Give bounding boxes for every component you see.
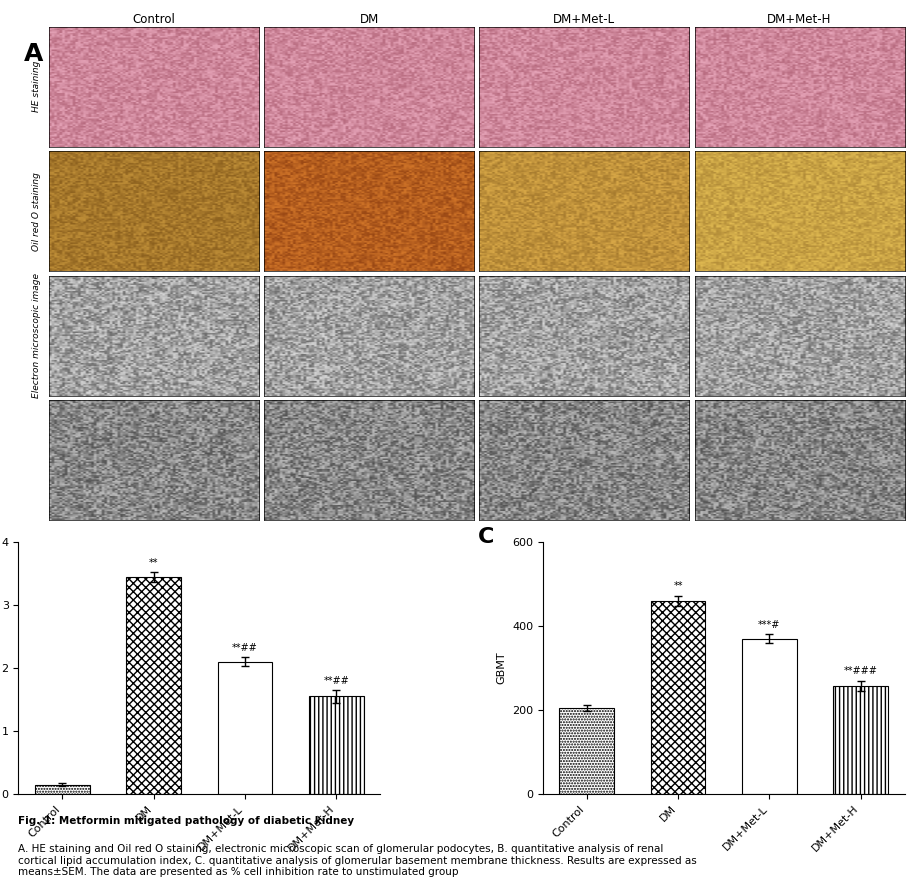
Text: A. HE staining and Oil red O staining, electronic microscopic scan of glomerular: A. HE staining and Oil red O staining, e… xyxy=(18,844,697,877)
Y-axis label: GBMT: GBMT xyxy=(497,651,507,685)
Text: **##: **## xyxy=(323,676,349,686)
Bar xyxy=(35,785,90,794)
Bar xyxy=(742,639,797,794)
Bar xyxy=(559,708,614,794)
Text: **: ** xyxy=(149,557,159,568)
Text: **##: **## xyxy=(232,643,258,653)
Text: A: A xyxy=(24,42,43,65)
Bar xyxy=(309,696,364,794)
Text: HE staining: HE staining xyxy=(32,61,42,112)
Bar xyxy=(126,576,181,794)
Bar xyxy=(833,685,888,794)
Text: **: ** xyxy=(673,582,683,591)
Text: C: C xyxy=(478,527,494,547)
Title: DM: DM xyxy=(359,13,378,26)
Text: Oil red O staining: Oil red O staining xyxy=(32,172,42,251)
Bar xyxy=(218,661,272,794)
Text: Electron microscopic image: Electron microscopic image xyxy=(32,273,42,398)
Bar xyxy=(651,600,705,794)
Title: DM+Met-H: DM+Met-H xyxy=(767,13,832,26)
Title: DM+Met-L: DM+Met-L xyxy=(553,13,616,26)
Text: ***#: ***# xyxy=(758,620,781,630)
Text: Fig. 1: Metformin mitigated pathology of diabetic kidney: Fig. 1: Metformin mitigated pathology of… xyxy=(18,815,354,826)
Text: **###: **### xyxy=(844,667,878,676)
Title: Control: Control xyxy=(132,13,175,26)
